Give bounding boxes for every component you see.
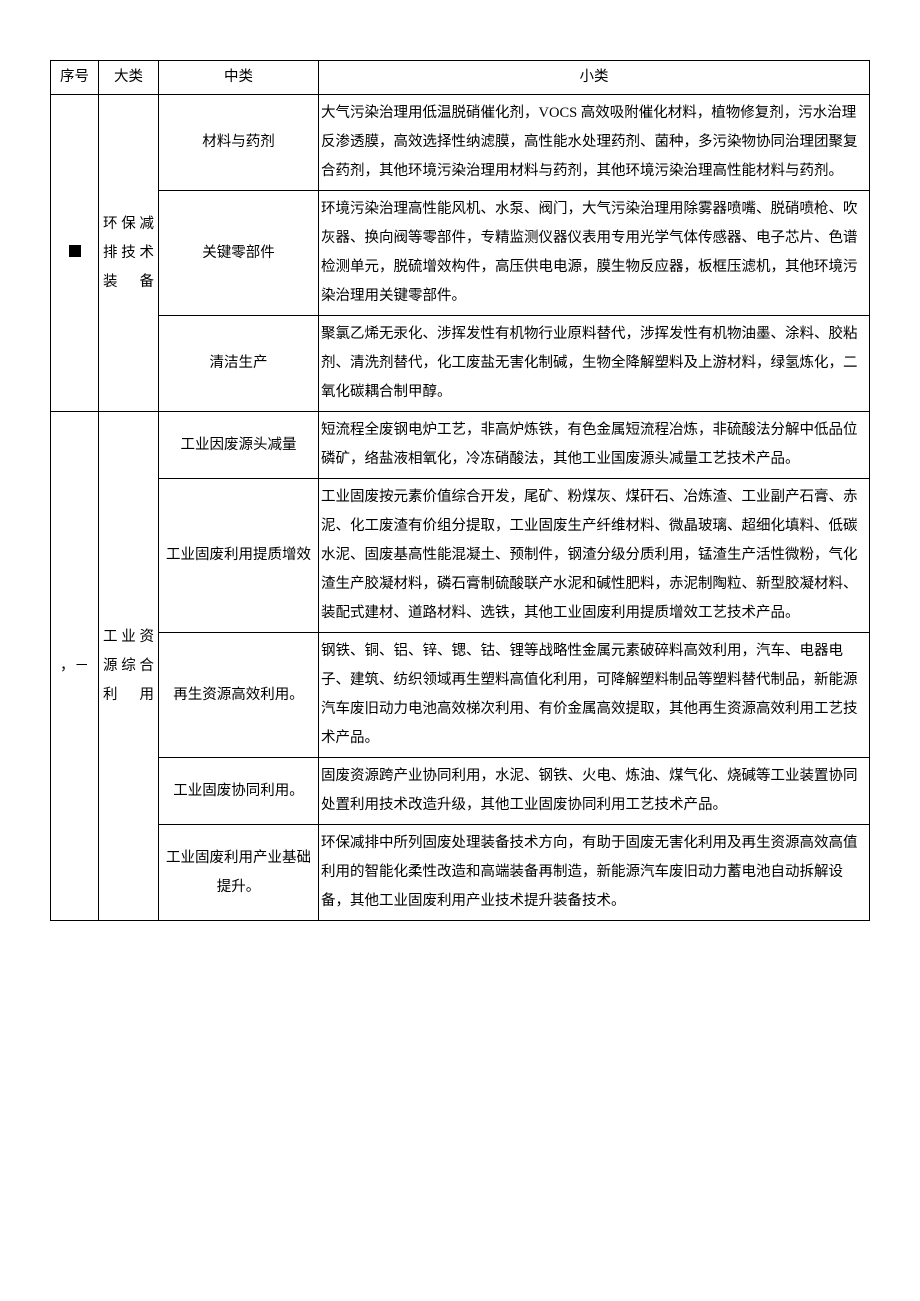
- header-seq: 序号: [51, 61, 99, 95]
- square-marker-icon: [69, 245, 81, 257]
- detail-cell: 短流程全废钢电炉工艺，非高炉炼铁，有色金属短流程冶炼，非硫酸法分解中低品位磷矿，…: [319, 412, 870, 479]
- table-row: 关键零部件 环境污染治理高性能风机、水泵、阀门，大气污染治理用除雾器喷嘴、脱硝喷…: [51, 191, 870, 316]
- header-detail: 小类: [319, 61, 870, 95]
- detail-cell: 环保减排中所列固废处理装备技术方向，有助于固废无害化利用及再生资源高效高值利用的…: [319, 825, 870, 921]
- table-row: 工业固废利用提质增效 工业固废按元素价值综合开发，尾矿、粉煤灰、煤矸石、冶炼渣、…: [51, 479, 870, 633]
- table-row: ，－ 工业资源综合利用 工业因废源头减量 短流程全废钢电炉工艺，非高炉炼铁，有色…: [51, 412, 870, 479]
- table-row: 工业固废利用产业基础提升。 环保减排中所列固废处理装备技术方向，有助于固废无害化…: [51, 825, 870, 921]
- detail-cell: 工业固废按元素价值综合开发，尾矿、粉煤灰、煤矸石、冶炼渣、工业副产石膏、赤泥、化…: [319, 479, 870, 633]
- detail-cell: 固废资源跨产业协同利用，水泥、钢铁、火电、炼油、煤气化、烧碱等工业装置协同处置利…: [319, 758, 870, 825]
- header-cat2: 中类: [159, 61, 319, 95]
- detail-cell: 环境污染治理高性能风机、水泵、阀门，大气污染治理用除雾器喷嘴、脱硝喷枪、吹灰器、…: [319, 191, 870, 316]
- seq-cell: ，－: [51, 412, 99, 921]
- cat2-cell: 材料与药剂: [159, 95, 319, 191]
- detail-cell: 钢铁、铜、铝、锌、锶、钴、锂等战略性金属元素破碎料高效利用，汽车、电器电子、建筑…: [319, 633, 870, 758]
- cat2-cell: 工业固废协同利用。: [159, 758, 319, 825]
- classification-table: 序号 大类 中类 小类 环保减排技术装备 材料与药剂 大气污染治理用低温脱硝催化…: [50, 60, 870, 921]
- table-row: 清洁生产 聚氯乙烯无汞化、涉挥发性有机物行业原料替代，涉挥发性有机物油墨、涂料、…: [51, 316, 870, 412]
- detail-cell: 聚氯乙烯无汞化、涉挥发性有机物行业原料替代，涉挥发性有机物油墨、涂料、胶粘剂、清…: [319, 316, 870, 412]
- table-header-row: 序号 大类 中类 小类: [51, 61, 870, 95]
- cat2-cell: 关键零部件: [159, 191, 319, 316]
- detail-cell: 大气污染治理用低温脱硝催化剂，VOCS 高效吸附催化材料，植物修复剂，污水治理反…: [319, 95, 870, 191]
- table-row: 环保减排技术装备 材料与药剂 大气污染治理用低温脱硝催化剂，VOCS 高效吸附催…: [51, 95, 870, 191]
- table-row: 工业固废协同利用。 固废资源跨产业协同利用，水泥、钢铁、火电、炼油、煤气化、烧碱…: [51, 758, 870, 825]
- cat2-cell: 工业因废源头减量: [159, 412, 319, 479]
- cat1-cell: 环保减排技术装备: [99, 95, 159, 412]
- table-row: 再生资源高效利用。 钢铁、铜、铝、锌、锶、钴、锂等战略性金属元素破碎料高效利用，…: [51, 633, 870, 758]
- cat2-cell: 工业固废利用提质增效: [159, 479, 319, 633]
- cat1-cell: 工业资源综合利用: [99, 412, 159, 921]
- table-body: 环保减排技术装备 材料与药剂 大气污染治理用低温脱硝催化剂，VOCS 高效吸附催…: [51, 95, 870, 921]
- cat2-cell: 清洁生产: [159, 316, 319, 412]
- cat2-cell: 再生资源高效利用。: [159, 633, 319, 758]
- header-cat1: 大类: [99, 61, 159, 95]
- seq-cell: [51, 95, 99, 412]
- cat2-cell: 工业固废利用产业基础提升。: [159, 825, 319, 921]
